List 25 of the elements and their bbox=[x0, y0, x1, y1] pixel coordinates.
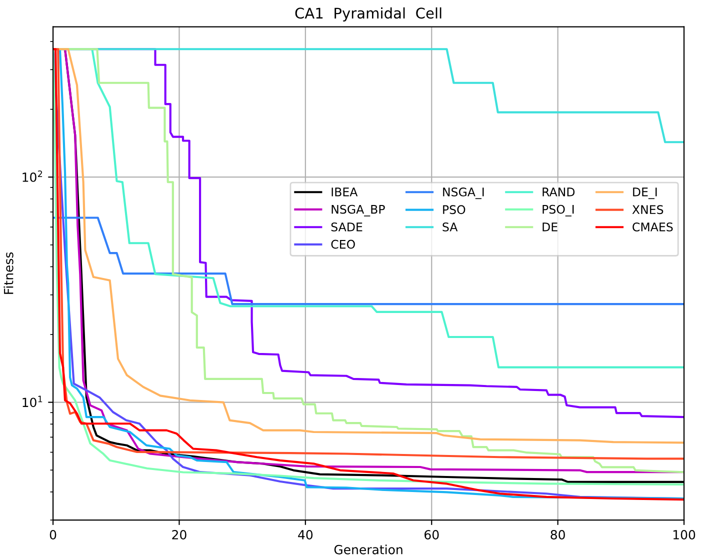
legend-label: IBEA bbox=[332, 188, 358, 196]
legend-label: NSGA_I bbox=[443, 188, 484, 200]
legend-label: CEO bbox=[331, 240, 355, 249]
x-tick-label: 20 bbox=[172, 530, 186, 540]
y-axis-title: Fitness bbox=[4, 252, 14, 294]
legend-label: RAND bbox=[542, 188, 575, 196]
legend-label: DE_I bbox=[633, 188, 657, 200]
legend-label: SADE bbox=[331, 222, 362, 232]
legend-label: XNES bbox=[632, 205, 664, 214]
x-tick-label: 60 bbox=[424, 530, 439, 540]
y-tick-label: 10$^{1}$ bbox=[22, 396, 42, 408]
x-tick-label: 0 bbox=[50, 530, 56, 540]
x-tick-label: 80 bbox=[550, 530, 565, 540]
legend-label: SA bbox=[442, 222, 458, 232]
legend-label: NSGA_BP bbox=[332, 204, 385, 216]
x-axis-title: Generation bbox=[334, 544, 402, 554]
x-tick-label: 40 bbox=[298, 530, 313, 540]
x-tick-label: 100 bbox=[673, 530, 696, 540]
legend-label: CMAES bbox=[632, 222, 673, 232]
y-tick-label: 10$^{2}$ bbox=[22, 170, 42, 182]
legend-label: DE bbox=[542, 222, 558, 232]
legend-label: PSO_I bbox=[542, 204, 574, 216]
chart-title: CA1 Pyramidal Cell bbox=[295, 7, 442, 22]
legend-label: PSO bbox=[443, 205, 466, 214]
line-series bbox=[53, 216, 684, 306]
